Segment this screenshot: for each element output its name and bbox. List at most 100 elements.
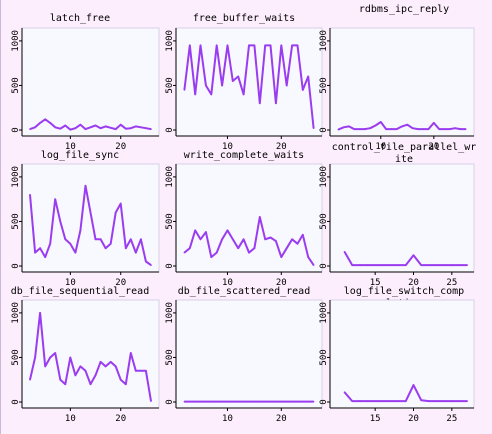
x-tick-label: 20 (276, 414, 287, 424)
data-point (205, 231, 207, 233)
data-point (458, 400, 461, 402)
data-point (302, 89, 304, 91)
data-point (280, 44, 283, 47)
data-point (99, 238, 102, 241)
data-point (342, 126, 345, 129)
data-point (264, 44, 266, 47)
data-point (353, 128, 356, 130)
y-tick-label: 500 (11, 213, 21, 229)
data-point (54, 352, 57, 354)
plot-area (175, 163, 323, 273)
data-point (54, 198, 57, 200)
data-point (64, 383, 67, 385)
data-point (395, 128, 398, 130)
data-point (285, 84, 288, 87)
data-point (348, 125, 350, 128)
data-point (199, 400, 202, 403)
data-point (215, 44, 218, 47)
data-point (364, 128, 366, 130)
data-point (312, 127, 315, 130)
data-point (291, 44, 293, 47)
data-point (428, 264, 430, 266)
plot-area (175, 27, 323, 137)
data-point (74, 374, 77, 377)
x-tick-label: 15 (370, 278, 381, 288)
data-point (435, 264, 438, 266)
data-point (412, 254, 415, 257)
data-point (253, 400, 256, 403)
chart-db-file-sequential-read: 0 500 1000 10 20 (11, 299, 160, 424)
plot-area (329, 27, 475, 137)
data-point (406, 123, 409, 126)
data-point (205, 84, 207, 87)
data-point (94, 124, 97, 127)
data-point (451, 400, 453, 402)
data-point (343, 250, 346, 253)
chart-log-file-sync: 0 500 1000 10 20 (11, 163, 160, 288)
data-point (183, 400, 186, 403)
plot-area (21, 163, 160, 273)
x-tick-label: 20 (115, 414, 126, 424)
data-point (275, 400, 277, 403)
data-point (464, 128, 467, 130)
data-point (74, 127, 77, 130)
y-tick-label: 0 (165, 263, 175, 268)
data-point (248, 44, 250, 47)
data-point (307, 75, 310, 78)
data-point (140, 126, 142, 129)
y-tick-label: 500 (319, 213, 329, 229)
x-tick-label: 15 (370, 414, 381, 424)
data-point (104, 125, 107, 128)
y-tick-label: 500 (11, 349, 21, 365)
chart-write-complete-waits: 0 500 1000 10 20 (165, 163, 323, 288)
y-tick-label: 1000 (11, 166, 21, 188)
x-tick-label: 10 (222, 414, 233, 424)
chart-db-file-scattered-read: 0 500 1000 10 20 (165, 299, 323, 424)
data-point (242, 400, 245, 403)
y-tick-label: 1000 (165, 166, 175, 188)
data-point (104, 247, 107, 249)
data-point (119, 123, 122, 126)
data-point (59, 220, 62, 223)
data-point (312, 264, 315, 266)
data-point (84, 370, 87, 372)
data-point (34, 251, 36, 254)
chart-title-line: log_file_switch_comp (343, 286, 465, 297)
data-point (385, 128, 387, 130)
data-point (379, 121, 382, 123)
data-point (275, 102, 277, 105)
data-point (119, 202, 122, 205)
data-point (296, 242, 299, 245)
data-point (64, 124, 67, 127)
data-point (448, 128, 451, 130)
y-tick-label: 1000 (319, 166, 329, 188)
plot-area (21, 299, 160, 409)
data-point (443, 400, 445, 402)
data-point (84, 185, 87, 187)
data-point (291, 238, 293, 241)
data-point (188, 400, 191, 403)
data-point (374, 400, 376, 402)
chart-title-line: ite (394, 154, 414, 165)
x-tick-label: 20 (408, 414, 419, 424)
data-point (422, 128, 425, 130)
x-tick-label: 20 (428, 142, 439, 152)
data-point (411, 127, 414, 130)
data-point (420, 399, 422, 402)
data-point (215, 400, 218, 403)
chart-title-latch-free: latch_free (49, 13, 111, 24)
data-point (119, 378, 122, 381)
data-point (183, 89, 186, 91)
data-point (258, 102, 261, 105)
data-point (389, 400, 392, 402)
data-point (232, 238, 234, 241)
data-point (199, 44, 202, 47)
data-point (226, 400, 229, 403)
data-point (104, 365, 107, 368)
data-point (343, 391, 346, 393)
data-point (188, 44, 191, 47)
y-tick-label: 0 (165, 127, 175, 132)
data-point (130, 238, 132, 241)
data-point (124, 247, 127, 249)
data-point (351, 400, 353, 402)
